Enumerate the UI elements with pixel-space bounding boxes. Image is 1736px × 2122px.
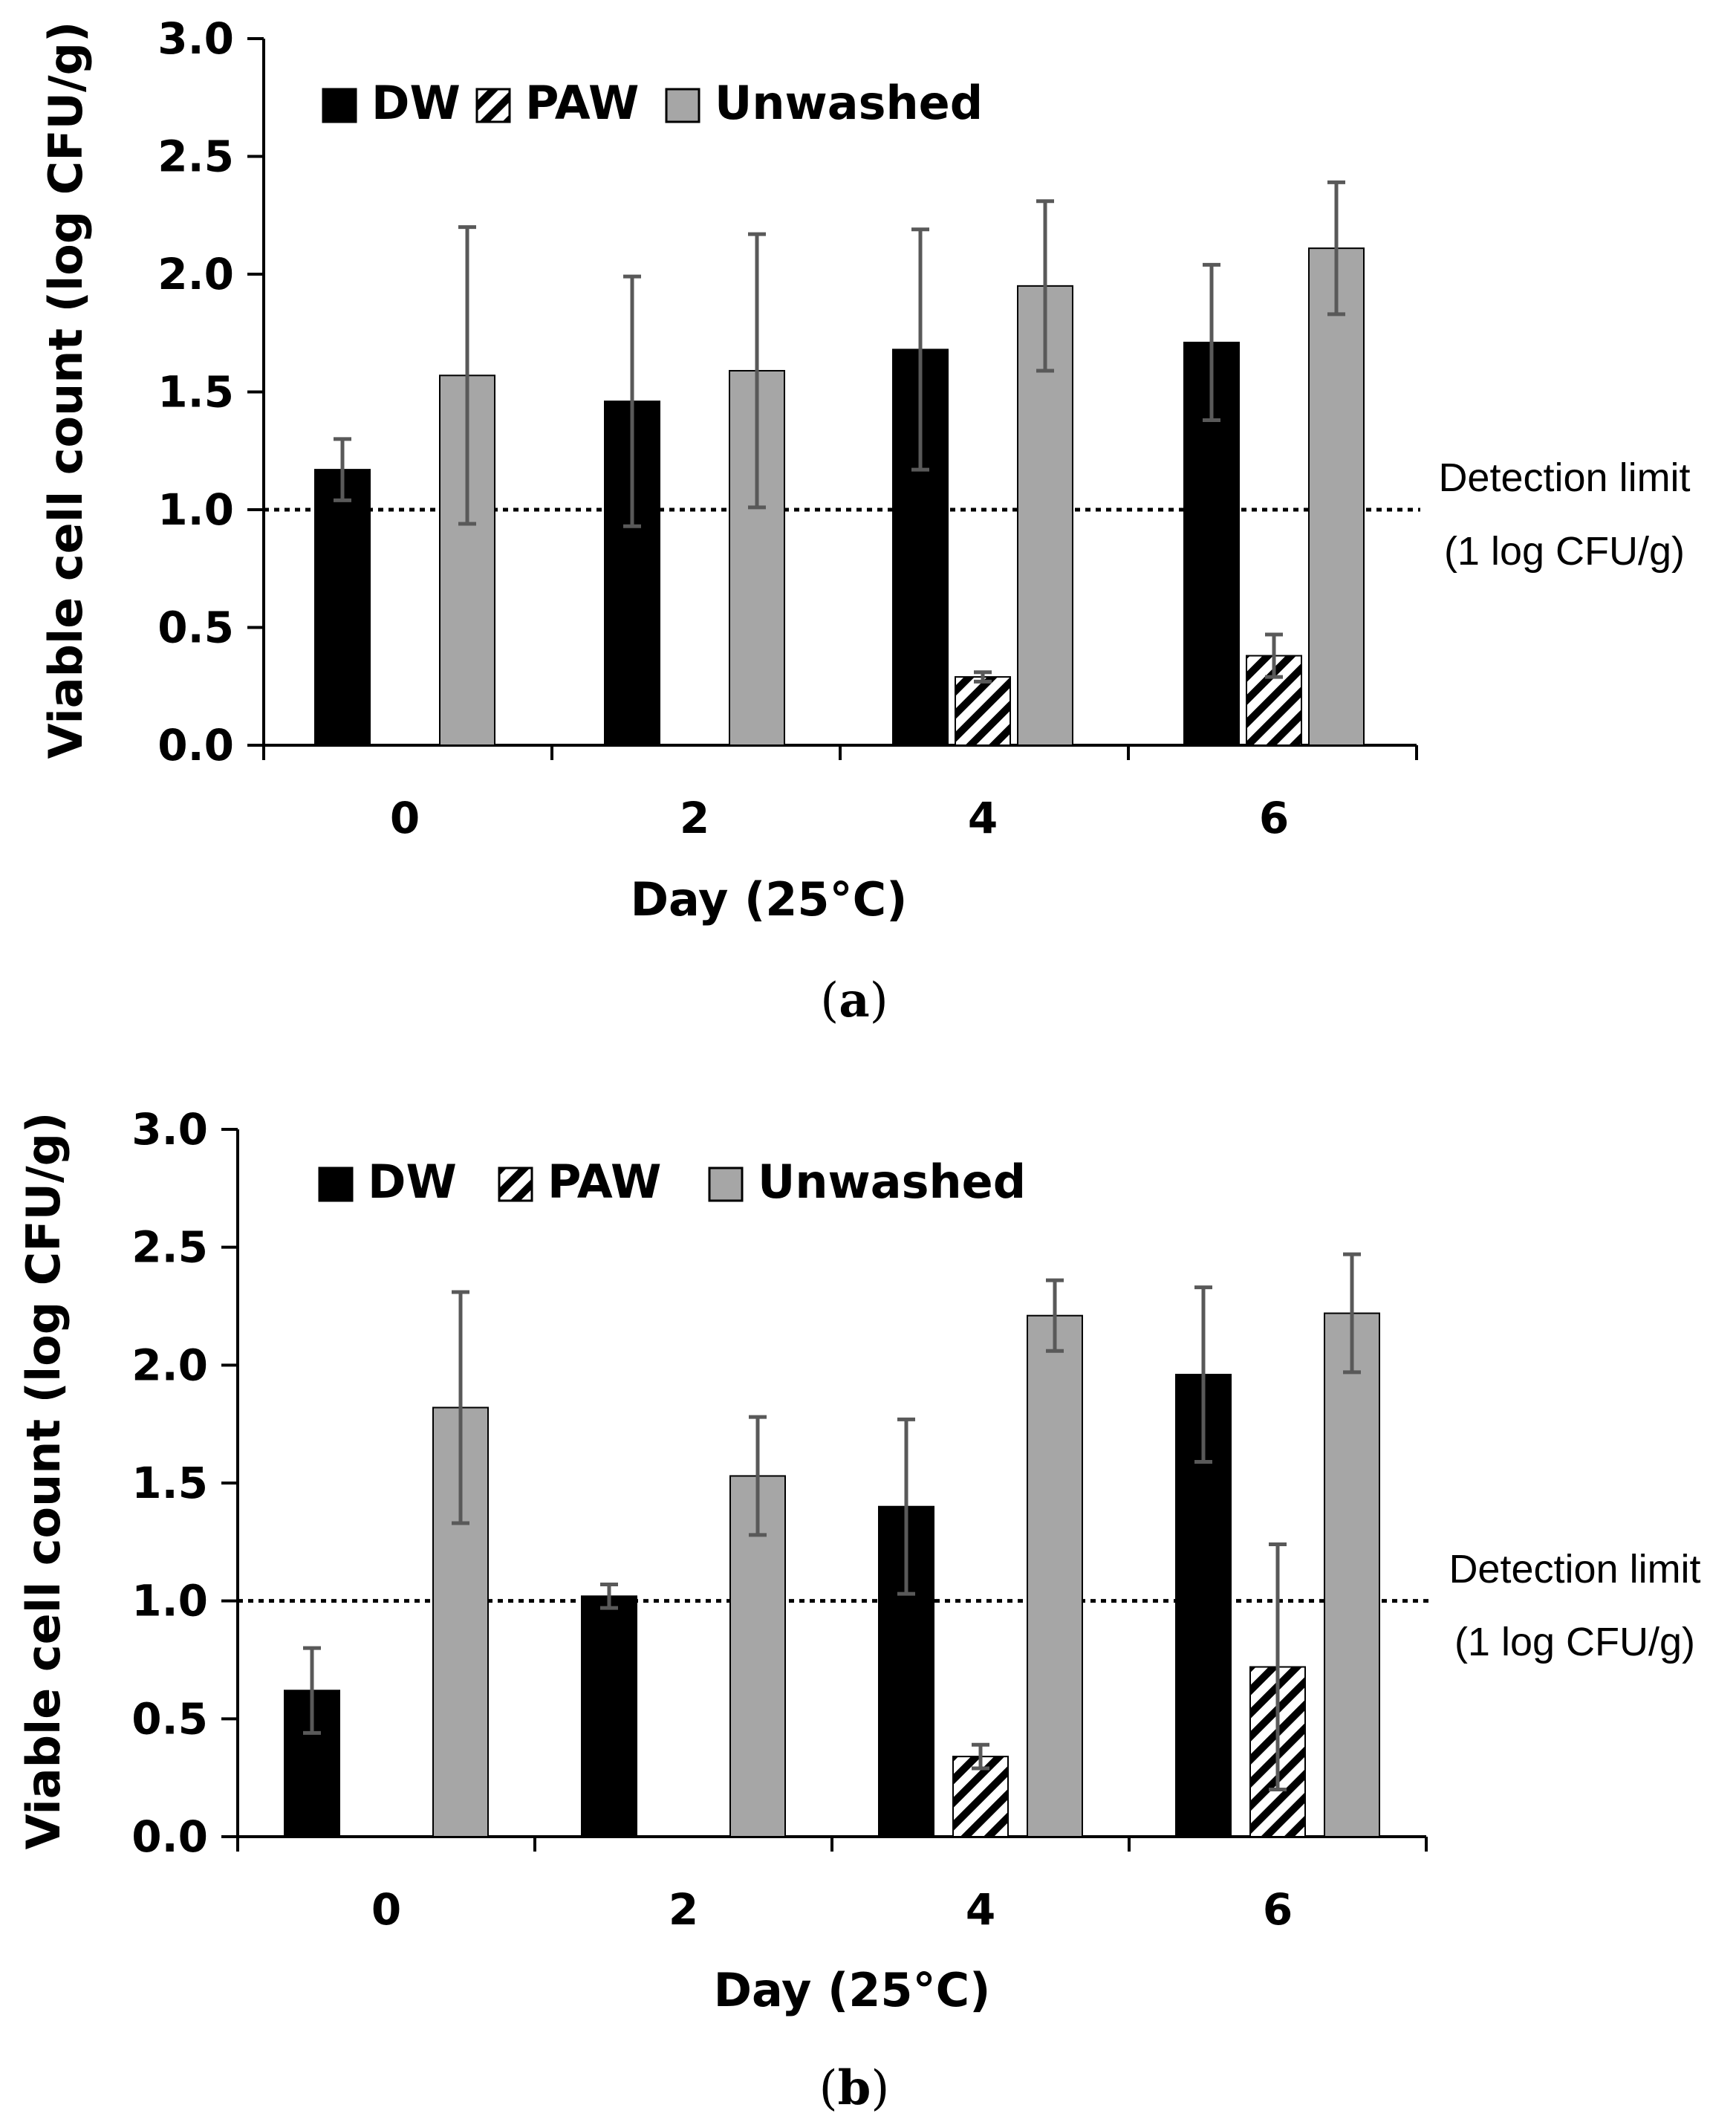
y-tick-label: 2.0 [131, 1340, 208, 1390]
legend-label-unwashed: Unwashed [715, 76, 983, 130]
panel-label-b: (b) [819, 2060, 890, 2116]
x-tick-label: 2 [669, 1884, 698, 1935]
y-tick-label: 0.5 [157, 603, 234, 653]
y-axis-title: Viable cell count (log CFU/g) [39, 22, 93, 759]
y-tick-label: 3.0 [157, 13, 234, 64]
bar-unwashed-day-2 [729, 369, 785, 746]
y-tick-label: 0.0 [131, 1811, 208, 1862]
bar-paw-day-4 [955, 676, 1011, 747]
y-axis-title: Viable cell count (log CFU/g) [16, 1112, 71, 1850]
y-tick-label: 3.0 [131, 1104, 208, 1155]
legend-swatch-paw [475, 88, 511, 123]
legend-label-dw: DW [371, 76, 461, 130]
x-tick-label: 0 [390, 793, 420, 843]
x-tick-label: 4 [968, 793, 998, 843]
y-tick-label: 2.5 [157, 132, 234, 182]
detection-limit-label: Detection limit [1449, 1547, 1700, 1592]
detection-limit-sublabel: (1 log CFU/g) [1454, 1620, 1695, 1664]
bar-unwashed-day-6 [1308, 247, 1365, 746]
panel-letter-a: a [839, 973, 869, 1028]
x-tick-label: 0 [371, 1884, 401, 1935]
legend-label-paw: PAW [547, 1155, 661, 1209]
tick-labels: 0.0 0.5 1.0 1.5 2.0 2.5 3.0 0 2 4 6 [157, 13, 1289, 843]
y-axis-label: Viable cell count (log CFU/g) [39, 22, 93, 759]
tick-labels: 0.0 0.5 1.0 1.5 2.0 2.5 3.0 0 2 4 6 [131, 1104, 1293, 1935]
legend: DW PAW Unwashed [318, 1155, 1026, 1209]
panel-b-chart: Viable cell count (log CFU/g) Day (25°C)… [16, 1104, 1701, 2116]
panel-label-a: (a) [820, 973, 888, 1028]
legend: DW PAW Unwashed [322, 76, 983, 130]
plot-area [221, 1128, 1430, 1852]
panel-a-chart: Viable cell count (log CFU/g) Day (25°C)… [39, 13, 1691, 1028]
x-axis-label: Day (25°C) [631, 872, 908, 927]
x-tick-label: 6 [1259, 793, 1289, 843]
legend-swatch-unwashed [708, 1167, 744, 1202]
legend-label-paw: PAW [525, 76, 639, 130]
panel-letter-b: b [838, 2060, 871, 2116]
y-tick-label: 1.0 [131, 1576, 208, 1626]
bar-unwashed-day-4 [1027, 1314, 1083, 1837]
y-tick-label: 1.5 [131, 1458, 208, 1508]
y-tick-label: 0.0 [157, 720, 234, 770]
bar-unwashed-day-6 [1324, 1312, 1380, 1837]
y-tick-label: 2.0 [157, 249, 234, 299]
x-tick-label: 2 [680, 793, 709, 843]
y-tick-label: 2.5 [131, 1222, 208, 1273]
legend-label-dw: DW [368, 1155, 457, 1209]
legend-swatch-dw [322, 88, 357, 123]
detection-limit-sublabel: (1 log CFU/g) [1444, 529, 1685, 574]
y-tick-label: 1.0 [157, 484, 234, 535]
x-tick-label: 6 [1263, 1884, 1293, 1935]
y-axis-label: Viable cell count (log CFU/g) [16, 1112, 71, 1850]
plot-area [247, 37, 1420, 760]
legend-label-unwashed: Unwashed [758, 1155, 1026, 1209]
y-tick-label: 0.5 [131, 1693, 208, 1744]
detection-limit-label: Detection limit [1438, 455, 1690, 500]
legend-swatch-unwashed [665, 88, 700, 123]
bar-dw-day-0 [314, 469, 371, 746]
legend-swatch-paw [498, 1167, 533, 1202]
legend-swatch-dw [318, 1167, 354, 1202]
bar-dw-day-2 [581, 1595, 637, 1838]
x-axis-label: Day (25°C) [714, 1963, 991, 2017]
x-tick-label: 4 [966, 1884, 995, 1935]
y-tick-label: 1.5 [157, 367, 234, 418]
